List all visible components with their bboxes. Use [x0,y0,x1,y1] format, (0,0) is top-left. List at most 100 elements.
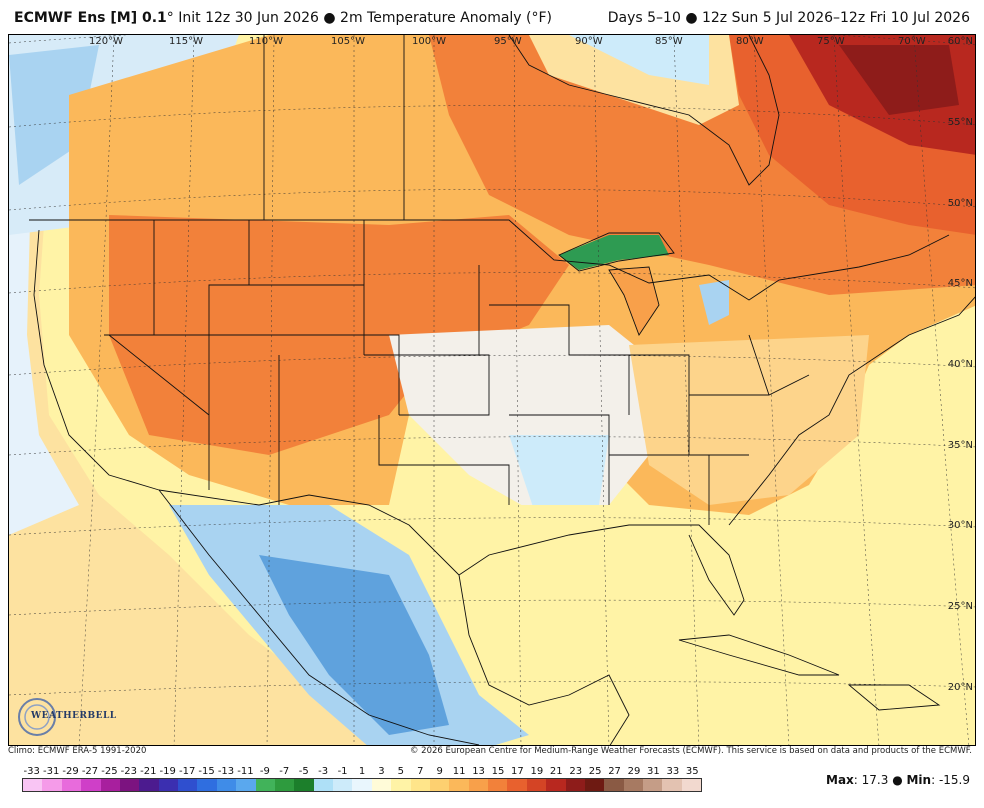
scale-tick-label: -21 [140,766,157,777]
scale-tick-label: -7 [279,766,290,777]
lon-label: 90°W [575,36,603,47]
scale-tick-label: 3 [378,766,385,777]
scale-tick-label: 7 [417,766,424,777]
scale-tick-label: 5 [397,766,405,777]
scale-swatch [468,779,488,791]
scale-tick-label: 27 [608,766,621,777]
lon-label: 120°W [89,36,123,47]
min-value: : -15.9 [931,773,970,787]
header: ECMWF Ens [M] 0.1° Init 12z 30 Jun 2026 … [0,0,984,34]
lat-label: 25°N [947,601,973,612]
scale-swatch [139,779,159,791]
scale-swatch [662,779,682,791]
scale-tick-label: 11 [452,766,466,777]
scale-tick-label: 25 [588,766,602,777]
scale-tick-label: -13 [217,766,235,777]
scale-tick-label: -25 [101,766,118,777]
scale-tick-label: 23 [569,766,583,777]
lat-label: 20°N [947,682,973,693]
separator: ● [888,773,907,787]
scale-swatch [216,779,237,791]
scale-swatch [604,779,624,791]
color-scale-ticks: -33 -31 -29 -27 -25 -23 -21 -19 -17 -15 -13 -11 -9 -7… [16,766,706,778]
lat-label: 45°N [947,278,973,289]
map-title: ECMWF Ens [M] 0.1° Init 12z 30 Jun 2026 … [14,10,552,26]
scale-tick-label: 9 [436,766,443,777]
scale-tick-label: 35 [685,766,699,777]
scale-swatch [681,779,702,791]
lon-label: 115°W [169,36,203,47]
lat-label: 60°N [947,36,973,47]
valid-period: Days 5–10 ● 12z Sun 5 Jul 2026–12z Fri 1… [607,10,970,26]
scale-tick-label: -27 [81,766,99,777]
model-name: ECMWF Ens [M] 0.1 [14,10,167,26]
logo-text: WEATHERBELL [31,711,117,721]
max-min-readout: Max: 17.3 ● Min: -15.9 [826,773,970,787]
lon-label: 80°W [736,36,764,47]
scale-swatch [197,779,217,791]
scale-swatch [23,779,43,791]
scale-tick-label: -31 [42,766,60,777]
anomaly-map[interactable]: 120°W 115°W 110°W 105°W 100°W 95°W 90°W … [8,34,976,746]
lon-label: 105°W [331,36,365,47]
climo-note: Climo: ECMWF ERA-5 1991-2020 [8,746,147,756]
scale-swatch [391,779,411,791]
scale-tick-label: 1 [358,766,366,777]
init-time: Init 12z 30 Jun 2026 [178,10,319,26]
scale-swatch [100,779,120,791]
lat-label: 55°N [947,117,973,128]
lat-label: 40°N [947,359,973,370]
weatherbell-logo: WEATHERBELL [15,695,116,739]
scale-swatch [119,779,140,791]
scale-tick-label: 33 [666,766,680,777]
scale-tick-label: -29 [62,766,79,777]
scale-swatch [507,779,527,791]
scale-swatch [546,779,566,791]
scale-swatch [274,779,295,791]
scale-swatch [488,779,508,791]
scale-tick-label: 19 [530,766,544,777]
scale-tick-label: -33 [23,766,40,777]
scale-swatch [178,779,198,791]
scale-swatch [333,779,353,791]
lon-label: 110°W [249,36,283,47]
degree-mark: ° [166,10,174,26]
lon-label: 70°W [898,36,926,47]
scale-tick-label: -17 [178,766,196,777]
lat-label: 30°N [947,520,973,531]
scale-tick-label: -23 [120,766,138,777]
lat-label: 50°N [947,198,973,209]
scale-swatch [352,779,372,791]
scale-swatch [623,779,643,791]
scale-tick-label: -1 [337,766,348,777]
max-value: : 17.3 [853,773,889,787]
scale-swatch [565,779,585,791]
lon-label: 85°W [655,36,683,47]
scale-swatch [371,779,392,791]
scale-swatch [313,779,333,791]
lat-label: 35°N [947,440,973,451]
scale-tick-label: -5 [298,766,309,777]
lon-label: 75°W [817,36,845,47]
scale-swatch [294,779,314,791]
scale-tick-label: 29 [627,766,641,777]
scale-tick-label: -15 [198,766,215,777]
scale-tick-label: -11 [237,766,254,777]
scale-tick-label: 15 [491,766,505,777]
lon-label: 100°W [412,36,446,47]
product-name: 2m Temperature Anomaly (°F) [340,10,553,26]
scale-swatch [255,779,275,791]
bullet: ● [323,10,336,26]
scale-swatch [449,779,469,791]
scale-tick-label: 31 [647,766,660,777]
scale-swatch [643,779,663,791]
scale-tick-label: 13 [472,766,485,777]
scale-swatch [61,779,82,791]
min-label: Min [906,773,932,787]
scale-tick-label: 21 [549,766,563,777]
scale-swatch [410,779,430,791]
scale-swatch [526,779,547,791]
footer: Climo: ECMWF ERA-5 1991-2020 © 2026 Euro… [0,746,984,808]
copyright-note: © 2026 European Centre for Medium-Range … [409,746,972,756]
scale-swatch [158,779,178,791]
